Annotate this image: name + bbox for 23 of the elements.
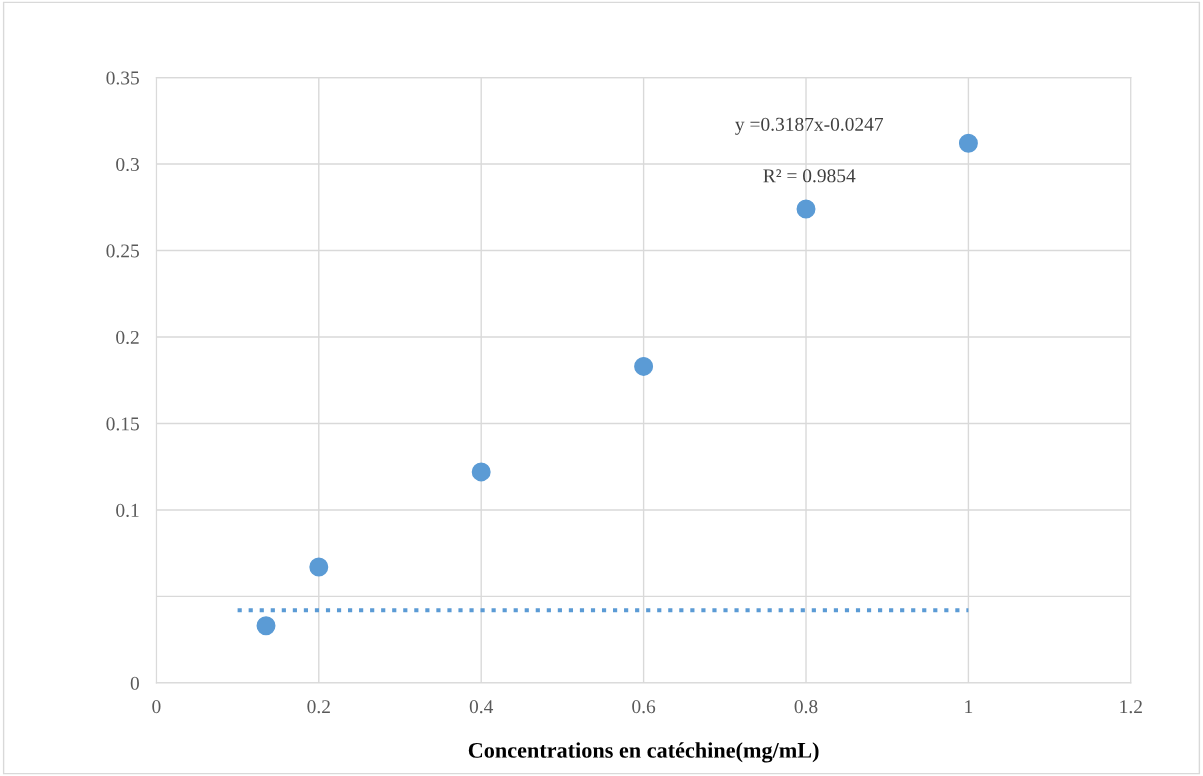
point	[958, 133, 978, 153]
y-tick-label: 0.35	[106, 71, 139, 85]
point	[634, 356, 654, 376]
x-tick-label: 0.6	[632, 700, 656, 714]
annotation: y =0.3187x-0.0247	[735, 117, 884, 135]
x-axis-title: Concentrations en catéchine(mg/mL)	[468, 742, 819, 763]
x-tick-label: 1.2	[1120, 700, 1142, 714]
y-tick-label: 0	[130, 676, 139, 690]
y-tick-label: 0.3	[116, 157, 139, 172]
y-tick-label: 0.2	[116, 330, 139, 345]
x-tick-label: 0.4	[469, 700, 494, 714]
point	[796, 199, 816, 219]
x-tick-label: 0.8	[794, 700, 818, 714]
point	[309, 557, 329, 577]
y-tick-label: 0.15	[106, 417, 139, 431]
y-tick-label: 0.25	[106, 244, 139, 258]
point	[471, 462, 491, 482]
x-tick-label: 0	[152, 700, 161, 714]
point	[256, 616, 276, 636]
y-tick-label: 0.1	[116, 503, 139, 517]
x-tick-label: 1	[965, 700, 973, 714]
x-tick-label: 0.2	[307, 700, 330, 714]
annotation: R² = 0.9854	[763, 169, 856, 183]
